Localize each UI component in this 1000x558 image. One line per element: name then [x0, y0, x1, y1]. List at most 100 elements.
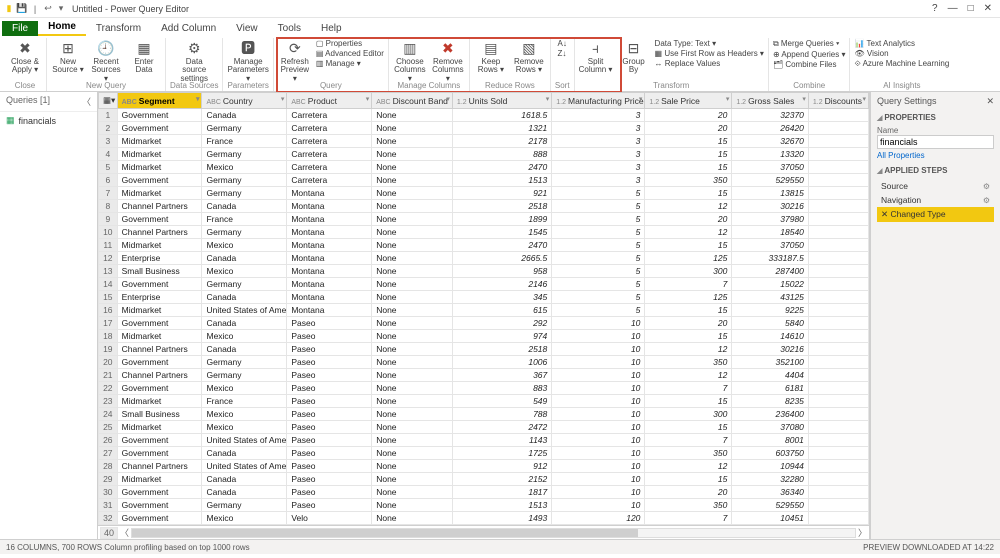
step-navigation[interactable]: Navigation⚙ — [877, 193, 994, 207]
data-type-button[interactable]: Data Type: Text ▾ — [655, 39, 764, 48]
table-row[interactable]: 2GovernmentGermanyCarreteraNone132132026… — [99, 122, 869, 135]
vision-button[interactable]: 👁 Vision — [854, 49, 949, 58]
recent-sources-button[interactable]: 🕘RecentSources ▾ — [89, 38, 123, 83]
group-by-button[interactable]: ⊟GroupBy — [617, 38, 651, 75]
table-row[interactable]: 24Small BusinessMexicoPaseoNone788103002… — [99, 408, 869, 421]
tab-home[interactable]: Home — [38, 19, 86, 36]
gear-icon[interactable]: ⚙ — [983, 196, 990, 205]
remove-rows-button[interactable]: ▧RemoveRows ▾ — [512, 38, 546, 75]
query-item-financials[interactable]: financials — [0, 112, 97, 129]
sort-asc-button[interactable]: A↓ — [558, 39, 567, 48]
table-row[interactable]: 9GovernmentFranceMontanaNone189952037980 — [99, 213, 869, 226]
table-row[interactable]: 20GovernmentGermanyPaseoNone100610350352… — [99, 356, 869, 369]
manage-button[interactable]: ▥ Manage ▾ — [316, 59, 384, 68]
table-row[interactable]: 19Channel PartnersCanadaPaseoNone2518101… — [99, 343, 869, 356]
table-row[interactable]: 18MidmarketMexicoPaseoNone974101514610 — [99, 330, 869, 343]
properties-header[interactable]: PROPERTIES — [877, 111, 994, 124]
first-row-headers-button[interactable]: ▦ Use First Row as Headers ▾ — [655, 49, 764, 58]
table-row[interactable]: 30GovernmentCanadaPaseoNone1817102036340 — [99, 486, 869, 499]
table-row[interactable]: 10Channel PartnersGermanyMontanaNone1545… — [99, 226, 869, 239]
remove-columns-button[interactable]: ✖RemoveColumns ▾ — [431, 38, 465, 83]
tab-tools[interactable]: Tools — [268, 21, 311, 36]
table-row[interactable]: 14GovernmentGermanyMontanaNone2146571502… — [99, 278, 869, 291]
minimize-icon[interactable]: — — [948, 3, 958, 14]
tab-help[interactable]: Help — [311, 21, 352, 36]
tab-transform[interactable]: Transform — [86, 21, 151, 36]
table-row[interactable]: 4MidmarketGermanyCarreteraNone8883151332… — [99, 148, 869, 161]
refresh-preview-button[interactable]: ⟳RefreshPreview ▾ — [278, 38, 312, 83]
properties-button[interactable]: ▢ Properties — [316, 39, 384, 48]
advanced-editor-button[interactable]: ▤ Advanced Editor — [316, 49, 384, 58]
scroll-thumb[interactable] — [132, 529, 638, 537]
table-row[interactable]: 3MidmarketFranceCarreteraNone21783153267… — [99, 135, 869, 148]
manage-parameters-button[interactable]: 🅿ManageParameters ▾ — [231, 38, 265, 83]
table-row[interactable]: 16MidmarketUnited States of AmericaMonta… — [99, 304, 869, 317]
table-row[interactable]: 17GovernmentCanadaPaseoNone29210205840 — [99, 317, 869, 330]
column-header-gross-sales[interactable]: 1.2Gross Sales▾ — [732, 93, 809, 109]
table-row[interactable]: 6GovernmentGermanyCarreteraNone151333505… — [99, 174, 869, 187]
table-row[interactable]: 29MidmarketCanadaPaseoNone2152101532280 — [99, 473, 869, 486]
column-header-units-sold[interactable]: 1.2Units Sold▾ — [452, 93, 551, 109]
table-row[interactable]: 23MidmarketFrancePaseoNone54910158235 — [99, 395, 869, 408]
column-header-discount-band[interactable]: ABCDiscount Band▾ — [372, 93, 453, 109]
table-row[interactable]: 33EnterpriseFranceVeloNone18041201252255… — [99, 525, 869, 526]
undo-icon[interactable]: ↩ — [43, 4, 53, 14]
table-row[interactable]: 13Small BusinessMexicoMontanaNone9585300… — [99, 265, 869, 278]
tab-add-column[interactable]: Add Column — [151, 21, 226, 36]
table-row[interactable]: 11MidmarketMexicoMontanaNone247051537050 — [99, 239, 869, 252]
table-row[interactable]: 15EnterpriseCanadaMontanaNone34551254312… — [99, 291, 869, 304]
applied-steps-header[interactable]: APPLIED STEPS — [877, 164, 994, 177]
text-analytics-button[interactable]: 📊 Text Analytics — [854, 39, 949, 48]
tab-view[interactable]: View — [226, 21, 268, 36]
merge-queries-button[interactable]: ⧉ Merge Queries ▾ — [773, 39, 846, 49]
azure-ml-button[interactable]: ⟐ Azure Machine Learning — [854, 59, 949, 69]
table-row[interactable]: 5MidmarketMexicoCarreteraNone24703153705… — [99, 161, 869, 174]
choose-columns-button[interactable]: ▥ChooseColumns ▾ — [393, 38, 427, 83]
column-header-sale-price[interactable]: 1.2Sale Price▾ — [645, 93, 732, 109]
table-row[interactable]: 7MidmarketGermanyMontanaNone92151513815 — [99, 187, 869, 200]
maximize-icon[interactable]: □ — [968, 3, 974, 14]
append-queries-button[interactable]: ⊕ Append Queries ▾ — [773, 50, 846, 59]
table-row[interactable]: 27GovernmentCanadaPaseoNone1725103506037… — [99, 447, 869, 460]
settings-close-icon[interactable]: ✕ — [986, 96, 994, 107]
column-header-product[interactable]: ABCProduct▾ — [287, 93, 372, 109]
keep-rows-button[interactable]: ▤KeepRows ▾ — [474, 38, 508, 75]
combine-files-button[interactable]: 🗂 Combine Files — [773, 60, 846, 69]
data-source-settings-button[interactable]: ⚙Data sourcesettings — [177, 38, 211, 83]
new-source-button[interactable]: ⊞NewSource ▾ — [51, 38, 85, 75]
help-icon[interactable]: ? — [932, 3, 938, 14]
table-row[interactable]: 8Channel PartnersCanadaMontanaNone251851… — [99, 200, 869, 213]
column-header-country[interactable]: ABCCountry▾ — [202, 93, 287, 109]
column-header-segment[interactable]: ABCSegment▾ — [117, 93, 202, 109]
replace-values-button[interactable]: ↔ Replace Values — [655, 59, 764, 68]
query-name-input[interactable] — [877, 135, 994, 149]
scroll-right-icon[interactable]: 〉 — [858, 526, 867, 539]
horizontal-scrollbar[interactable]: 40 〈 〉 — [98, 525, 869, 539]
tab-file[interactable]: File — [2, 21, 38, 36]
gear-icon[interactable]: ⚙ — [983, 182, 990, 191]
table-row[interactable]: 26GovernmentUnited States of AmericaPase… — [99, 434, 869, 447]
sort-desc-button[interactable]: Z↓ — [558, 49, 567, 58]
table-row[interactable]: 28Channel PartnersUnited States of Ameri… — [99, 460, 869, 473]
table-row[interactable]: 22GovernmentMexicoPaseoNone8831076181 — [99, 382, 869, 395]
scroll-left-icon[interactable]: 〈 — [120, 526, 129, 539]
table-row[interactable]: 32GovernmentMexicoVeloNone1493120710451 — [99, 512, 869, 525]
step-source[interactable]: Source⚙ — [877, 179, 994, 193]
step-changed-type[interactable]: ✕ Changed Type — [877, 207, 994, 222]
column-header-discounts[interactable]: 1.2Discounts▾ — [808, 93, 868, 109]
split-column-button[interactable]: ⫞SplitColumn ▾ — [579, 38, 613, 75]
close-apply-button[interactable]: ✖Close &Apply ▾ — [8, 38, 42, 75]
column-header-manufacturing-price[interactable]: 1.2Manufacturing Price▾ — [552, 93, 645, 109]
qat-dd[interactable]: ▾ — [56, 4, 66, 14]
table-row[interactable]: 12EnterpriseCanadaMontanaNone2665.551253… — [99, 252, 869, 265]
all-properties-link[interactable]: All Properties — [877, 151, 994, 160]
table-row[interactable]: 21Channel PartnersGermanyPaseoNone367101… — [99, 369, 869, 382]
close-icon[interactable]: ✕ — [984, 3, 992, 14]
table-row[interactable]: 1GovernmentCanadaCarreteraNone1618.53203… — [99, 109, 869, 122]
data-table[interactable]: ▦▾ABCSegment▾ABCCountry▾ABCProduct▾ABCDi… — [98, 92, 869, 525]
queries-collapse-icon[interactable]: 〈 — [82, 95, 91, 108]
enter-data-button[interactable]: ▦EnterData — [127, 38, 161, 75]
save-icon[interactable]: 💾 — [17, 4, 27, 14]
table-row[interactable]: 31GovernmentGermanyPaseoNone151310350529… — [99, 499, 869, 512]
table-row[interactable]: 25MidmarketMexicoPaseoNone2472101537080 — [99, 421, 869, 434]
